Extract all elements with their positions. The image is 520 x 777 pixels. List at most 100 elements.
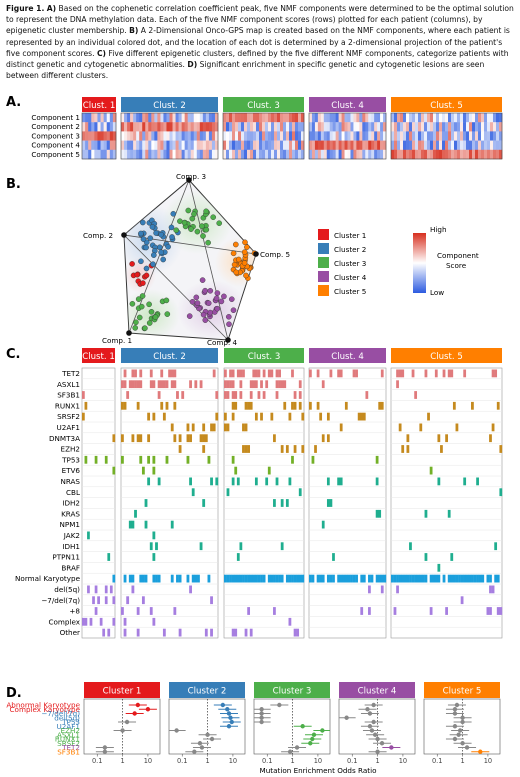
heatmap-cell	[91, 122, 95, 132]
mutation-mark	[473, 574, 477, 583]
heatmap-frame	[308, 112, 387, 160]
patient-dot	[138, 303, 145, 310]
heatmap-cell	[454, 131, 458, 141]
heatmap-cell	[229, 140, 233, 150]
mutation-mark	[440, 445, 443, 453]
odds-ratio-point	[308, 741, 313, 746]
heatmap-cell	[208, 122, 213, 132]
heatmap-cell	[427, 131, 431, 141]
mutation-mark	[134, 509, 137, 518]
heatmap-cell	[481, 140, 485, 150]
heatmap-cell	[250, 122, 254, 132]
mutation-mark	[326, 412, 330, 421]
heatmap-cell	[103, 131, 108, 141]
heatmap-cell	[196, 149, 201, 160]
mutation-mark	[186, 574, 190, 583]
x-tick-label: 1	[460, 757, 464, 765]
heatmap-cell	[397, 140, 401, 150]
heatmap-cell	[448, 140, 452, 150]
heatmap-cell	[250, 131, 254, 141]
panel-a-label: A.	[6, 95, 21, 110]
heatmap-cell	[172, 113, 176, 123]
heatmap-cell	[350, 122, 354, 132]
heatmap-cell	[265, 140, 269, 150]
heatmap-cell	[109, 149, 114, 160]
legend-label: Cluster 5	[334, 287, 366, 296]
mutation-mark	[429, 607, 433, 615]
x-tick-label: 10	[314, 757, 322, 765]
cluster-header-a-label: Clust. 3	[247, 101, 280, 111]
mutation-mark	[134, 369, 137, 378]
heatmap-cell	[356, 149, 360, 160]
mutation-mark	[149, 542, 153, 551]
mutation-mark	[144, 520, 148, 529]
mutation-mark	[280, 380, 284, 389]
mutation-mark	[460, 574, 464, 583]
mutation-mark	[298, 380, 302, 389]
mutation-mark	[355, 574, 358, 583]
odds-ratio-point	[225, 707, 230, 712]
patient-dot	[202, 317, 209, 323]
mutation-mark	[97, 596, 100, 605]
heatmap-cell	[208, 140, 213, 150]
mutation-mark	[293, 391, 297, 399]
heatmap-cell	[235, 122, 239, 132]
mutation-mark	[139, 574, 143, 583]
patient-dot	[214, 305, 221, 312]
heatmap-cell	[383, 122, 387, 132]
heatmap-cell	[181, 149, 185, 160]
heatmap-cell	[127, 122, 131, 132]
heatmap-cell	[211, 122, 216, 132]
mutation-mark	[244, 445, 248, 453]
heatmap-cell	[469, 140, 473, 150]
mutation-mark	[231, 628, 235, 637]
mutation-mark	[275, 574, 279, 583]
heatmap-cell	[100, 113, 104, 123]
mutation-mark	[332, 553, 335, 561]
heatmap-cell	[451, 149, 455, 160]
gene-row-label: SRSF2	[57, 412, 80, 421]
mutation-mark	[357, 412, 361, 421]
mutation-mark	[136, 401, 140, 410]
mutation-mark	[249, 628, 253, 637]
mutation-mark	[144, 574, 148, 583]
heatmap-cell	[365, 122, 369, 132]
heatmap-cell	[97, 140, 101, 150]
heatmap-cell	[112, 140, 117, 150]
mutation-mark	[339, 574, 343, 583]
mutation-mark	[332, 574, 335, 583]
mutation-mark	[442, 574, 446, 583]
heatmap-cell	[317, 140, 322, 150]
mutation-mark	[210, 423, 213, 432]
odds-ratio-point	[229, 719, 234, 725]
heatmap-cell	[169, 140, 173, 150]
mutation-mark	[247, 401, 251, 410]
heatmap-cell	[362, 113, 366, 123]
mutation-mark	[360, 574, 364, 583]
mutation-mark	[157, 391, 161, 399]
mutation-mark	[275, 380, 279, 389]
vertex-comp1	[126, 330, 132, 336]
heatmap-cell	[286, 149, 290, 160]
heatmap-cell	[442, 131, 446, 141]
caption-a-label: A)	[46, 4, 57, 13]
gene-row-label: DNMT3A	[49, 434, 80, 443]
heatmap-cell	[397, 149, 401, 160]
mutation-mark	[288, 617, 292, 626]
heatmap-cell	[160, 149, 164, 160]
mutation-mark	[202, 423, 206, 432]
patient-dot	[230, 307, 237, 314]
heatmap-cell	[457, 131, 461, 141]
heatmap-cell	[100, 140, 104, 150]
mutation-mark	[107, 553, 111, 561]
heatmap-cell	[292, 149, 296, 160]
vertex-label-comp3: Comp. 3	[176, 172, 206, 181]
mutation-mark	[275, 477, 279, 486]
heatmap-cell	[247, 113, 251, 123]
heatmap-cell	[199, 122, 204, 132]
legend-label: Cluster 1	[334, 231, 366, 240]
mutation-mark	[239, 391, 243, 399]
heatmap-cell	[133, 149, 137, 160]
heatmap-cell	[374, 131, 378, 141]
